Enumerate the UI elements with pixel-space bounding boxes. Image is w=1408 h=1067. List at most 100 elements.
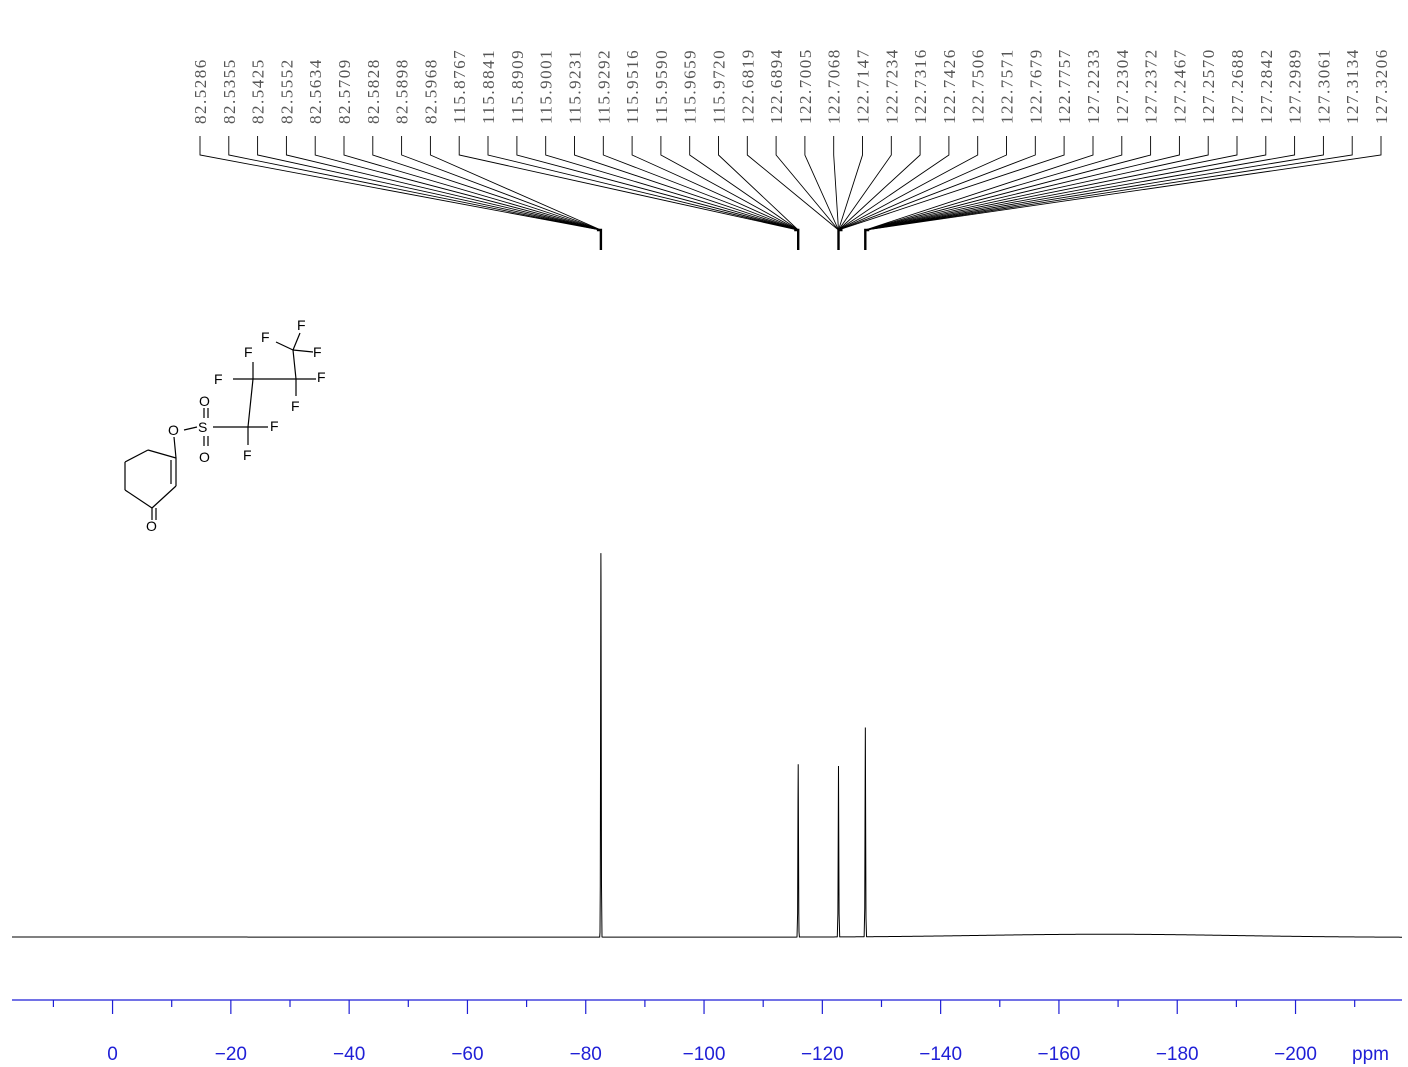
peak-label: 122.7316: [911, 48, 930, 124]
peak-label-leader: [257, 136, 601, 231]
peak-label: 122.6894: [767, 48, 786, 124]
peak-label: 115.9659: [681, 49, 700, 124]
structure-bond: [147, 449, 177, 459]
peak-label-leader: [718, 136, 799, 231]
peak-group-bracket: [596, 228, 603, 250]
peak-label-leaders: [199, 136, 1382, 250]
spectrum-trace-group: [12, 553, 1402, 938]
peak-label: 122.7757: [1055, 48, 1074, 124]
x-axis-tick-label: −200: [1274, 1044, 1317, 1065]
x-axis-ticks: [52, 1000, 1356, 1014]
peak-labels: 82.5286 82.5355 82.5425 82.5552 82.5634 82.57…: [191, 48, 1391, 124]
peak-label: 127.2989: [1286, 48, 1305, 124]
x-axis-tick-label: 0: [107, 1044, 118, 1065]
x-axis-tick-label: −160: [1038, 1044, 1081, 1065]
peak-label: 82.5634: [306, 58, 325, 124]
peak-label: 82.5968: [421, 58, 440, 124]
peak-label-leader: [429, 136, 602, 231]
structure-bond: [275, 341, 294, 351]
x-axis-tick-label: −20: [215, 1044, 247, 1065]
peak-label-leader: [228, 136, 601, 231]
structure-bond: [151, 485, 177, 509]
peak-label-leader: [343, 136, 602, 231]
peak-label-leader: [838, 136, 979, 231]
peak-label: 127.2304: [1113, 48, 1132, 124]
structure-bond: [292, 332, 301, 351]
peak-label: 127.2842: [1257, 48, 1276, 124]
peak-group-bracket: [837, 228, 843, 250]
peak-label: 127.3134: [1343, 48, 1362, 124]
peak-label: 115.8767: [450, 49, 469, 124]
peak-label: 122.7005: [796, 48, 815, 124]
peak-label: 82.5709: [335, 58, 354, 124]
peak-label-leader: [689, 136, 799, 231]
structure-atom-label: F: [317, 369, 326, 385]
peak-label-leader: [285, 136, 602, 231]
peak-label-leader: [487, 136, 799, 231]
structure-bond: [124, 489, 153, 509]
peak-label-leader: [516, 136, 799, 231]
structure-bond: [247, 378, 254, 428]
peak-label-leader: [865, 136, 1094, 231]
peak-label-leader: [838, 136, 1007, 231]
peak-label: 127.3206: [1372, 48, 1391, 124]
structure-atom-label: F: [291, 398, 300, 414]
peak-label: 127.2467: [1170, 48, 1189, 124]
peak-label: 122.7147: [854, 48, 873, 124]
structure-atom-label: O: [146, 518, 157, 534]
chemical-structure-image: [124, 332, 316, 520]
peak-label: 115.8841: [479, 49, 498, 124]
structure-bond: [183, 426, 198, 431]
structure-atom-label: F: [297, 317, 306, 333]
peak-label: 122.7571: [998, 48, 1017, 124]
peak-label: 82.5828: [364, 58, 383, 124]
peak-label: 82.5355: [220, 58, 239, 124]
peak-label-leader: [833, 136, 839, 231]
peak-label-leader: [746, 136, 839, 231]
x-axis-tick-label: −80: [570, 1044, 602, 1065]
x-axis-tick-label: −100: [683, 1044, 726, 1065]
peak-label: 127.2372: [1142, 48, 1161, 124]
peak-label-leader: [865, 136, 1180, 231]
x-axis-unit-label: ppm: [1352, 1044, 1389, 1065]
peak-label: 115.9590: [652, 49, 671, 124]
peak-label-leader: [865, 136, 1209, 231]
peak-label-leader: [865, 136, 1296, 231]
peak-label-leader: [865, 136, 1324, 231]
structure-atom-label: F: [244, 344, 253, 360]
structure-atom-label: F: [243, 447, 252, 463]
x-axis-tick-labels: 0 −20 −40 −60 −80 −100 −120 −140 −160 −180 −200: [107, 1044, 1317, 1065]
peak-label: 127.2688: [1228, 48, 1247, 124]
peak-label-leader: [545, 136, 799, 231]
peak-group-bracket: [794, 228, 800, 250]
peak-label-leader: [865, 136, 1123, 231]
peak-label-leader: [838, 136, 921, 231]
peak-label: 82.5898: [393, 58, 412, 124]
structure-bond: [292, 349, 314, 353]
peak-label: 115.8909: [508, 49, 527, 124]
peak-label-leader: [199, 136, 601, 231]
x-axis-tick-label: −60: [451, 1044, 483, 1065]
peak-label: 122.7506: [969, 48, 988, 124]
peak-label: 127.3061: [1314, 48, 1333, 124]
x-axis-tick-label: −140: [919, 1044, 962, 1065]
peak-label-leader: [838, 136, 863, 231]
peak-label: 122.7426: [940, 48, 959, 124]
peak-label-leader: [775, 136, 839, 231]
structure-atom-label: O: [199, 393, 210, 409]
x-axis-tick-label: −40: [333, 1044, 365, 1065]
peak-label-leader: [838, 136, 1036, 231]
peak-label: 122.7679: [1026, 48, 1045, 124]
structure-atom-label: S: [198, 419, 207, 435]
peak-label: 122.6819: [738, 48, 757, 124]
peak-label: 115.9231: [566, 49, 585, 124]
peak-label: 115.9001: [537, 49, 556, 124]
structure-atom-label: F: [261, 329, 270, 345]
peak-label-leader: [660, 136, 799, 231]
structure-bond: [124, 449, 149, 463]
peak-label: 122.7068: [825, 48, 844, 124]
peak-label-leader: [865, 136, 1238, 231]
structure-atom-label: O: [199, 449, 210, 465]
x-axis-tick-label: −180: [1156, 1044, 1199, 1065]
